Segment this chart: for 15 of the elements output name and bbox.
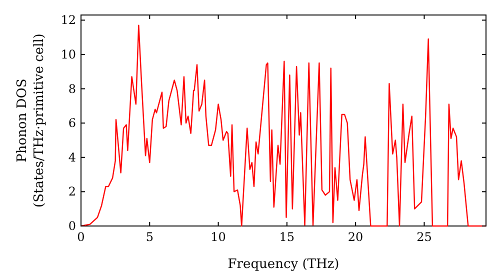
x-tick-label: 20 — [348, 230, 364, 244]
x-tick-label: 25 — [416, 230, 432, 244]
x-tick-label: 5 — [146, 230, 154, 244]
y-tick-label: 10 — [60, 47, 76, 62]
x-tick-label: 10 — [210, 230, 226, 244]
y-tick-label: 6 — [68, 116, 76, 130]
y-tick-label: 2 — [68, 184, 76, 199]
x-axis-title: Frequency (THz) — [228, 257, 340, 272]
y-tick-label: 12 — [60, 13, 76, 28]
x-tick-label: 0 — [77, 230, 85, 244]
y-tick-label: 0 — [68, 219, 76, 233]
y-tick-label: 4 — [68, 150, 76, 164]
y-tick-label: 8 — [68, 82, 76, 96]
y-axis-title: Phonon DOS (States/THz·primitive cell) — [15, 33, 47, 208]
x-tick-label: 15 — [279, 230, 295, 244]
